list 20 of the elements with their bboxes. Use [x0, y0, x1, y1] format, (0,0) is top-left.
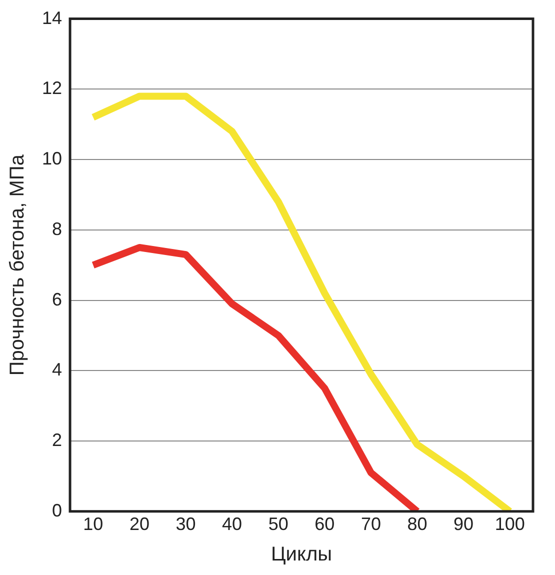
x-tick-label: 90: [454, 514, 474, 534]
y-tick-label: 2: [52, 430, 62, 450]
y-tick-label: 0: [52, 500, 62, 520]
y-tick-label: 12: [42, 78, 62, 98]
x-tick-label: 20: [129, 514, 150, 534]
x-tick-label: 80: [407, 514, 428, 534]
x-tick-label: 50: [268, 514, 288, 534]
y-tick-label: 6: [52, 289, 62, 310]
x-tick-label: 30: [176, 514, 196, 534]
y-tick-label: 4: [52, 360, 62, 380]
y-axis-title: Прочность бетона, МПа: [6, 154, 29, 376]
y-tick-label: 10: [42, 148, 62, 169]
x-axis-title: Циклы: [271, 544, 332, 566]
x-tick-label: 70: [360, 514, 381, 534]
y-tick-label: 14: [42, 8, 62, 28]
x-tick-label: 10: [83, 514, 104, 534]
x-tick-label: 40: [222, 514, 242, 534]
x-tick-label: 60: [314, 514, 335, 534]
x-tick-label: 100: [494, 514, 525, 534]
y-tick-label: 8: [52, 218, 62, 239]
